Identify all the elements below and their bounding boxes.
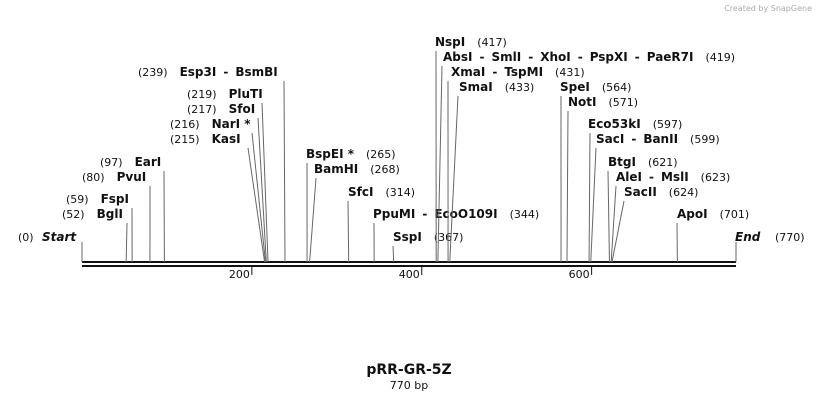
position-label: (219)	[187, 88, 217, 101]
enzyme-name: KasI	[212, 132, 241, 146]
subtitle: 770 bp	[390, 379, 428, 392]
title: pRR-GR-5Z	[366, 362, 451, 378]
tick-label: 600	[569, 268, 590, 281]
position-label: (344)	[510, 208, 540, 221]
enzyme-name: SmlI	[491, 50, 521, 64]
enzyme-name: SfoI	[229, 102, 256, 116]
separator: -	[422, 207, 427, 221]
position-label: (417)	[477, 36, 507, 49]
enzyme-name: SspI	[393, 230, 422, 244]
enzyme-name: MslI	[661, 170, 689, 184]
cut-line	[347, 200, 350, 263]
enzyme-name: SacII	[624, 185, 657, 199]
cut-line	[449, 95, 459, 263]
separator: -	[492, 65, 497, 79]
position-label: (431)	[555, 66, 585, 79]
watermark: Created by SnapGene	[724, 4, 812, 13]
enzyme-name: BspEI *	[306, 147, 355, 161]
position-label: (268)	[370, 163, 400, 176]
position-label: (217)	[187, 103, 217, 116]
end-label: End	[735, 230, 761, 244]
position-label: (97)	[100, 156, 123, 169]
enzyme-name: BamHI	[314, 162, 358, 176]
position-label: (215)	[170, 133, 200, 146]
position-label: (59)	[66, 193, 89, 206]
enzyme-name: ApoI	[677, 207, 708, 221]
separator: -	[631, 132, 636, 146]
position-label: (564)	[602, 81, 632, 94]
position-label: (770)	[775, 231, 805, 244]
position-label: (621)	[648, 156, 678, 169]
cut-line	[566, 110, 569, 263]
enzyme-name: NotI	[568, 95, 597, 109]
separator: -	[479, 50, 484, 64]
enzyme-name: PspXI	[590, 50, 628, 64]
enzyme-name: XhoI	[540, 50, 571, 64]
enzyme-name: PvuI	[117, 170, 147, 184]
cut-line	[261, 102, 269, 263]
position-label: (80)	[82, 171, 105, 184]
cut-line	[607, 170, 610, 263]
cut-line	[611, 200, 625, 263]
enzyme-name: NarI *	[212, 117, 252, 131]
position-label: (239)	[138, 66, 168, 79]
enzyme-name: Esp3I	[180, 65, 217, 79]
enzyme-name: EarI	[135, 155, 162, 169]
separator: -	[649, 170, 654, 184]
enzyme-name: BanII	[643, 132, 678, 146]
enzyme-name: XmaI	[451, 65, 485, 79]
enzyme-name: SacI	[596, 132, 624, 146]
position-label: (597)	[653, 118, 683, 131]
position-label: (623)	[701, 171, 731, 184]
position-label: (314)	[385, 186, 415, 199]
position-label: (419)	[705, 51, 735, 64]
position-label: (0)	[18, 231, 34, 244]
enzyme-name: SmaI	[459, 80, 493, 94]
cut-line	[247, 147, 266, 263]
enzyme-name: AleI	[616, 170, 642, 184]
cut-line	[590, 147, 597, 263]
cut-line	[588, 132, 591, 263]
separator: -	[578, 50, 583, 64]
position-label: (433)	[505, 81, 535, 94]
enzyme-name: BtgI	[608, 155, 636, 169]
enzyme-name: PaeR7I	[647, 50, 694, 64]
separator: -	[635, 50, 640, 64]
separator: -	[223, 65, 228, 79]
enzyme-name: BglI	[97, 207, 123, 221]
cut-line	[257, 117, 267, 263]
cut-line	[437, 65, 443, 263]
tick-label: 400	[399, 268, 420, 281]
enzyme-name: TspMI	[504, 65, 543, 79]
cut-line	[283, 80, 286, 263]
enzyme-name: PluTI	[229, 87, 263, 101]
position-label: (624)	[669, 186, 699, 199]
position-label: (599)	[690, 133, 720, 146]
tick-label: 200	[229, 268, 250, 281]
enzyme-name: SfcI	[348, 185, 373, 199]
position-label: (52)	[62, 208, 85, 221]
cut-line	[610, 185, 617, 263]
enzyme-name: SpeI	[560, 80, 590, 94]
enzyme-name: NspI	[435, 35, 465, 49]
position-label: (367)	[434, 231, 464, 244]
cut-line	[309, 177, 317, 263]
enzyme-name: PpuMI	[373, 207, 415, 221]
position-label: (571)	[609, 96, 639, 109]
cut-line	[392, 245, 395, 263]
position-label: (265)	[366, 148, 396, 161]
enzyme-name: FspI	[101, 192, 129, 206]
cut-line	[251, 132, 266, 263]
cut-line	[125, 222, 128, 263]
enzyme-name: Eco53kI	[588, 117, 641, 131]
position-label: (216)	[170, 118, 200, 131]
start-label: Start	[42, 230, 77, 244]
enzyme-name: EcoO109I	[434, 207, 497, 221]
separator: -	[528, 50, 533, 64]
enzyme-name: BsmBI	[235, 65, 277, 79]
position-label: (701)	[720, 208, 750, 221]
enzyme-name: AbsI	[443, 50, 472, 64]
